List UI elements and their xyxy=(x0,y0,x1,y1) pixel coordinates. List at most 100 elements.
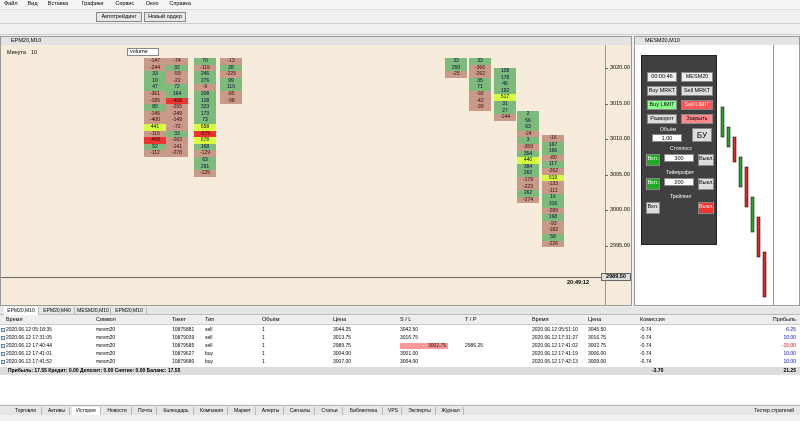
row-icon xyxy=(1,336,5,340)
price-tick xyxy=(605,103,608,105)
table-cell: 3044.25 xyxy=(333,327,352,333)
terminal-tab[interactable]: Активы xyxy=(44,407,70,415)
toolbar: Автотрейдинг Новый ордер xyxy=(0,10,800,24)
cluster-cell: -72 xyxy=(166,124,188,131)
cluster-cell: -147 xyxy=(144,58,166,65)
reverse-button[interactable]: Разворот xyxy=(647,114,677,124)
buy-market-button[interactable]: Buy MRKT xyxy=(647,86,677,96)
sell-limit-button[interactable]: Sell LIMIT xyxy=(681,100,713,110)
cluster-cell: -39 xyxy=(469,104,491,111)
cluster-cell: 10 xyxy=(144,77,166,85)
table-cell: 10875881 xyxy=(172,327,195,333)
terminal-tab[interactable]: Эксперты xyxy=(404,407,436,415)
breakeven-button[interactable]: БУ xyxy=(692,128,712,142)
table-cell: mesm20 xyxy=(96,335,116,341)
cluster-cell: 178 xyxy=(494,74,516,82)
order-panel: 00:00:46 MESM20 Buy MRKT Sell MRKT Buy L… xyxy=(641,55,717,245)
menu-item[interactable]: Справка xyxy=(169,1,191,7)
cluster-cell: 110 xyxy=(220,84,242,91)
terminal-tab[interactable]: Компания xyxy=(196,407,228,415)
cluster-cell: -133 xyxy=(542,181,564,188)
price-axis-line xyxy=(605,45,606,305)
trailing-off[interactable]: Выкл. xyxy=(698,202,714,214)
sell-market-button[interactable]: Sell MRKT xyxy=(681,86,713,96)
table-cell: 2020.06.12 17:41:52 xyxy=(6,359,52,365)
table-cell: 10.00 xyxy=(783,335,796,341)
menu-item[interactable]: Окно xyxy=(145,1,159,7)
cluster-cell: -115 xyxy=(144,130,166,138)
menu-item[interactable]: Вид xyxy=(27,1,38,7)
menu-item[interactable]: Файл xyxy=(4,1,18,7)
terminal-tab[interactable]: Календарь xyxy=(159,407,194,415)
cluster-cell: 354 xyxy=(517,150,539,158)
table-cell: 3016.75 xyxy=(400,335,419,341)
menu-item[interactable]: Сервис xyxy=(115,1,135,7)
row-icon xyxy=(1,328,5,332)
terminal-tab[interactable]: VPS xyxy=(385,407,402,415)
takeprofit-off[interactable]: Выкл. xyxy=(698,178,714,190)
cluster-cell: 519 xyxy=(542,174,564,182)
cluster-cell: -9 xyxy=(194,84,216,91)
chart-tab[interactable]: EPM20,M10 xyxy=(112,307,147,315)
cluster-cell: 291 xyxy=(194,163,216,171)
takeprofit-on[interactable]: Вкл. xyxy=(646,178,660,190)
cluster-cell: -223 xyxy=(517,183,539,191)
terminal-tab[interactable]: Торговля xyxy=(10,407,42,415)
menu-item[interactable]: Графики xyxy=(81,1,104,7)
cluster-cell: 166 xyxy=(542,148,564,155)
cluster-cell: -579 xyxy=(194,130,216,138)
terminal-tab[interactable]: Новости xyxy=(103,407,132,415)
table-cell: 10879585 xyxy=(172,343,195,349)
terminal-tab[interactable]: Журнал xyxy=(438,407,464,415)
cluster-cell: 262 xyxy=(517,170,539,177)
buy-limit-button[interactable]: Buy LIMIT xyxy=(647,100,677,110)
cluster-cell: 250 xyxy=(445,64,467,72)
table-cell: mesm20 xyxy=(96,351,116,357)
terminal-tab[interactable]: Статьи xyxy=(317,407,343,415)
terminal-tab[interactable]: Алерты xyxy=(258,407,284,415)
stoploss-off[interactable]: Выкл. xyxy=(698,154,714,166)
cluster-cell: 27 xyxy=(494,107,516,115)
summary-text: Прибыль: 17.55 Кредит: 0.00 Депозит: 0.0… xyxy=(8,368,181,374)
tester-tab[interactable]: Тестер стратегий xyxy=(754,408,794,414)
takeprofit-input[interactable]: 200 xyxy=(664,178,694,186)
row-icon xyxy=(1,352,5,356)
indicator-select[interactable]: volume xyxy=(127,48,159,56)
cluster-cell: -244 xyxy=(144,64,166,72)
new-order-button[interactable]: Новый ордер xyxy=(144,12,186,22)
takeprofit-label: Тейкпрофит xyxy=(666,170,695,176)
window-title: EPM20,M10 xyxy=(1,37,631,45)
terminal-tab[interactable]: Библиотека xyxy=(345,407,383,415)
table-cell: 2020.06.12 05:51:10 xyxy=(532,327,578,333)
close-button[interactable]: Закрыть xyxy=(681,114,713,124)
cluster-cell: 517 xyxy=(494,94,516,101)
trailing-on[interactable]: Вкл. xyxy=(646,202,660,214)
stoploss-on[interactable]: Вкл. xyxy=(646,154,660,166)
terminal-tab[interactable]: Почта xyxy=(134,407,157,415)
chart-tab[interactable]: EPM20,M10 xyxy=(4,307,39,315)
cluster-cell: 70 xyxy=(194,58,216,65)
cluster-cell: -468 xyxy=(144,137,166,144)
menu-item[interactable]: Вставка xyxy=(47,1,69,7)
chart-tab[interactable]: MESM20,M10 xyxy=(76,307,111,315)
volume-input[interactable]: 1.00 xyxy=(652,134,682,142)
column-header: Тип xyxy=(205,317,215,323)
terminal-tab[interactable]: История xyxy=(72,407,101,415)
table-cell: -0.74 xyxy=(640,327,652,333)
chart-tab[interactable]: EPM20,M40 xyxy=(40,307,75,315)
terminal-tab[interactable]: Маркет xyxy=(230,407,256,415)
stoploss-input[interactable]: 300 xyxy=(664,154,694,162)
terminal-tab[interactable]: Сигналы xyxy=(286,407,315,415)
cluster-cell: -262 xyxy=(542,168,564,175)
cluster-cell: 128 xyxy=(194,97,216,105)
cluster-cell: 35 xyxy=(469,77,491,85)
table-cell: 2020.06.12 05:18:35 xyxy=(6,327,52,333)
cluster-cell: 384 xyxy=(517,163,539,171)
autotrading-button[interactable]: Автотрейдинг xyxy=(96,12,142,22)
symbol: MESM20 xyxy=(681,72,713,82)
table-cell: 10.00 xyxy=(783,359,796,365)
toolbar-secondary xyxy=(0,25,800,35)
current-price-line xyxy=(1,277,605,278)
cluster-cell: -92 xyxy=(469,91,491,98)
cluster-cell: -145 xyxy=(144,110,166,118)
